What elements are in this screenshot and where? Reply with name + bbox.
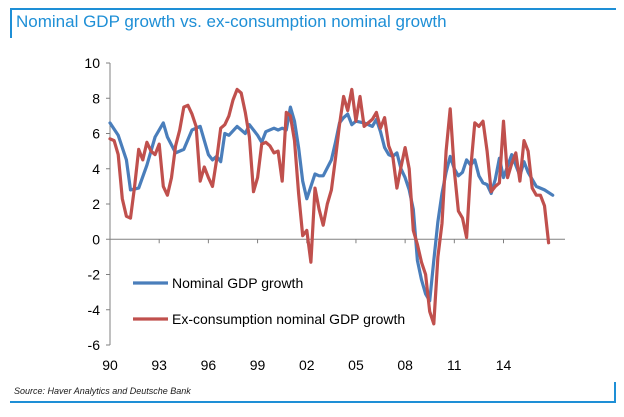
x-tick-label: 02 (299, 357, 315, 373)
series-line-2 (108, 87, 551, 326)
footer-right-rule (614, 382, 616, 403)
x-tick-label: 05 (348, 357, 364, 373)
header-rule (10, 8, 616, 10)
x-tick-label: 90 (102, 357, 118, 373)
chart-title: Nominal GDP growth vs. ex-consumption no… (16, 12, 447, 31)
header-left-rule (10, 8, 12, 38)
source-note: Source: Haver Analytics and Deutsche Ban… (14, 386, 191, 396)
y-tick-label: 2 (92, 196, 100, 212)
y-tick-label: -6 (88, 337, 101, 353)
legend-label-2: Ex-consumption nominal GDP growth (172, 311, 405, 327)
legend: Nominal GDP growth Ex-consumption nominal… (133, 275, 405, 327)
x-tick-label: 99 (250, 357, 266, 373)
legend-label-1: Nominal GDP growth (172, 275, 303, 291)
x-tick-label: 11 (447, 357, 462, 373)
y-tick-label: 10 (84, 55, 100, 71)
y-tick-label: 6 (92, 126, 100, 142)
y-tick-label: 0 (92, 231, 100, 247)
y-tick-label: 8 (92, 90, 100, 106)
x-tick-label: 14 (496, 357, 512, 373)
y-tick-label: 4 (92, 161, 100, 177)
y-tick-label: -2 (88, 267, 101, 283)
footer-rule (10, 401, 616, 403)
x-tick-label: 08 (397, 357, 413, 373)
y-tick-label: -4 (88, 302, 101, 318)
series-line-1 (108, 105, 555, 303)
series-layer (108, 87, 555, 326)
x-tick-label: 96 (201, 357, 217, 373)
x-tick-label: 93 (151, 357, 167, 373)
